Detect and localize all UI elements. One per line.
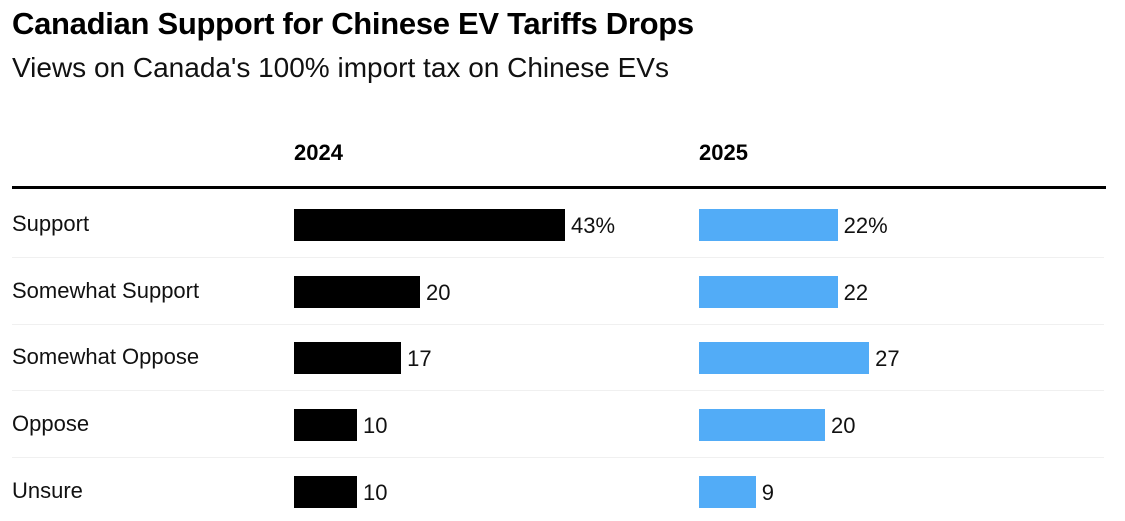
chart-subtitle: Views on Canada's 100% import tax on Chi… xyxy=(12,52,669,83)
value-label-2025-somewhat-oppose: 27 xyxy=(875,346,900,372)
bar-2025-somewhat-oppose xyxy=(699,342,870,375)
value-label-2024-somewhat-oppose: 17 xyxy=(407,346,432,372)
value-label-2024-somewhat-support: 20 xyxy=(426,279,451,305)
bar-2025-support xyxy=(699,209,838,241)
value-label-2025-somewhat-support: 22 xyxy=(843,279,869,305)
value-label-2024-support: 43% xyxy=(571,213,616,238)
value-label-2025-oppose: 20 xyxy=(831,413,856,439)
bar-2024-somewhat-support xyxy=(294,275,421,308)
bar-2024-support xyxy=(294,209,565,241)
bar-2025-oppose xyxy=(699,409,826,442)
column-header-2025: 2025 xyxy=(699,140,748,165)
category-label-oppose: Oppose xyxy=(12,411,90,437)
bar-2024-oppose xyxy=(294,409,358,442)
row-divider xyxy=(12,323,1104,325)
chart-title: Canadian Support for Chinese EV Tariffs … xyxy=(12,6,694,41)
bar-2025-unsure xyxy=(699,475,756,508)
row-divider xyxy=(12,457,1104,459)
row-divider xyxy=(12,257,1104,258)
bar-2025-somewhat-support xyxy=(699,275,838,308)
header-rule xyxy=(12,186,1106,189)
column-header-2024: 2024 xyxy=(294,140,343,165)
category-label-unsure: Unsure xyxy=(12,477,83,503)
row-divider xyxy=(12,390,1104,392)
category-label-somewhat-oppose: Somewhat Oppose xyxy=(12,344,200,370)
bar-2024-unsure xyxy=(294,475,358,508)
value-label-2025-unsure: 9 xyxy=(761,479,774,505)
value-label-2024-unsure: 10 xyxy=(363,479,388,505)
value-label-2025-support: 22% xyxy=(843,213,888,238)
category-label-support: Support xyxy=(12,211,90,236)
bar-2024-somewhat-oppose xyxy=(294,342,402,375)
value-label-2024-oppose: 10 xyxy=(363,413,388,439)
category-label-somewhat-support: Somewhat Support xyxy=(12,277,200,303)
